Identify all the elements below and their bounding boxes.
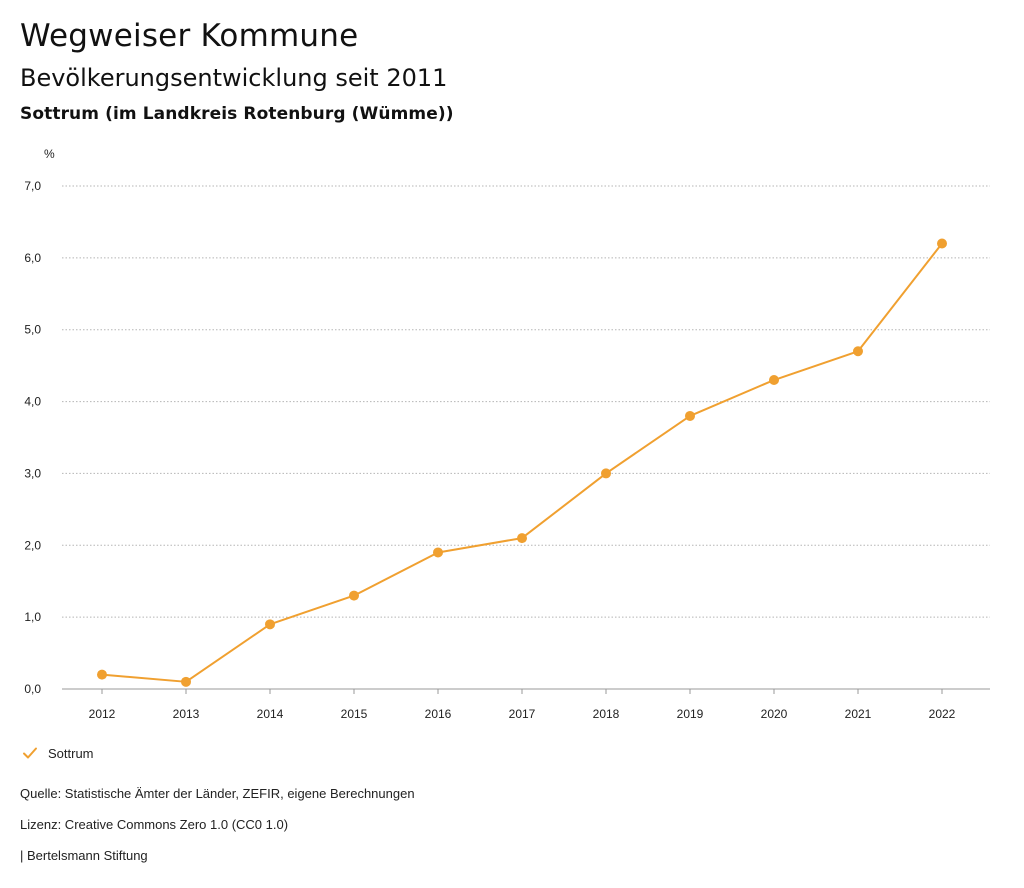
legend-label: Sottrum — [48, 745, 94, 761]
y-tick-label: 5,0 — [24, 323, 41, 337]
series-line-sottrum — [101, 242, 943, 683]
y-tick-label: 0,0 — [24, 682, 41, 696]
region-label: Sottrum (im Landkreis Rotenburg (Wümme)) — [20, 104, 454, 124]
line-chart: % 0,0 1,0 2,0 3,0 4,0 5,0 6,0 7,0 2012 2013 2014 201… — [24, 147, 990, 721]
legend-item-sottrum[interactable]: Sottrum — [22, 745, 94, 761]
data-point[interactable] — [853, 346, 863, 357]
y-tick-label: 1,0 — [24, 610, 41, 624]
y-tick-label: 4,0 — [24, 395, 41, 409]
data-point[interactable] — [685, 410, 695, 421]
x-tick-label: 2020 — [761, 707, 788, 721]
page-title: Wegweiser Kommune — [20, 18, 359, 54]
data-point[interactable] — [265, 619, 275, 630]
data-point[interactable] — [97, 669, 107, 680]
x-tick-label: 2013 — [173, 707, 200, 721]
x-tick-label: 2022 — [929, 707, 956, 721]
x-tick-label: 2017 — [509, 707, 536, 721]
chart-title: Bevölkerungsentwicklung seit 2011 — [20, 64, 448, 92]
data-point[interactable] — [937, 238, 947, 249]
data-point[interactable] — [517, 533, 527, 544]
y-tick-label: 7,0 — [24, 179, 41, 193]
y-tick-label: 2,0 — [24, 538, 41, 552]
y-axis-unit: % — [44, 147, 55, 161]
data-point[interactable] — [601, 468, 611, 479]
x-tick-label: 2012 — [89, 707, 116, 721]
x-tick-label: 2019 — [677, 707, 704, 721]
data-point[interactable] — [349, 590, 359, 601]
source-note: Quelle: Statistische Ämter der Länder, Z… — [20, 786, 415, 801]
y-tick-label: 6,0 — [24, 251, 41, 265]
x-tick-label: 2014 — [257, 707, 284, 721]
x-tick-label: 2021 — [845, 707, 872, 721]
data-point[interactable] — [433, 547, 443, 558]
credit-note: | Bertelsmann Stiftung — [20, 848, 148, 863]
x-tick-label: 2018 — [593, 707, 620, 721]
license-note: Lizenz: Creative Commons Zero 1.0 (CC0 1… — [20, 817, 289, 832]
y-tick-label: 3,0 — [24, 466, 41, 480]
check-icon — [23, 747, 37, 759]
x-tick-label: 2016 — [425, 707, 452, 721]
data-point[interactable] — [181, 676, 191, 687]
data-point[interactable] — [769, 375, 779, 386]
x-tick-label: 2015 — [341, 707, 368, 721]
